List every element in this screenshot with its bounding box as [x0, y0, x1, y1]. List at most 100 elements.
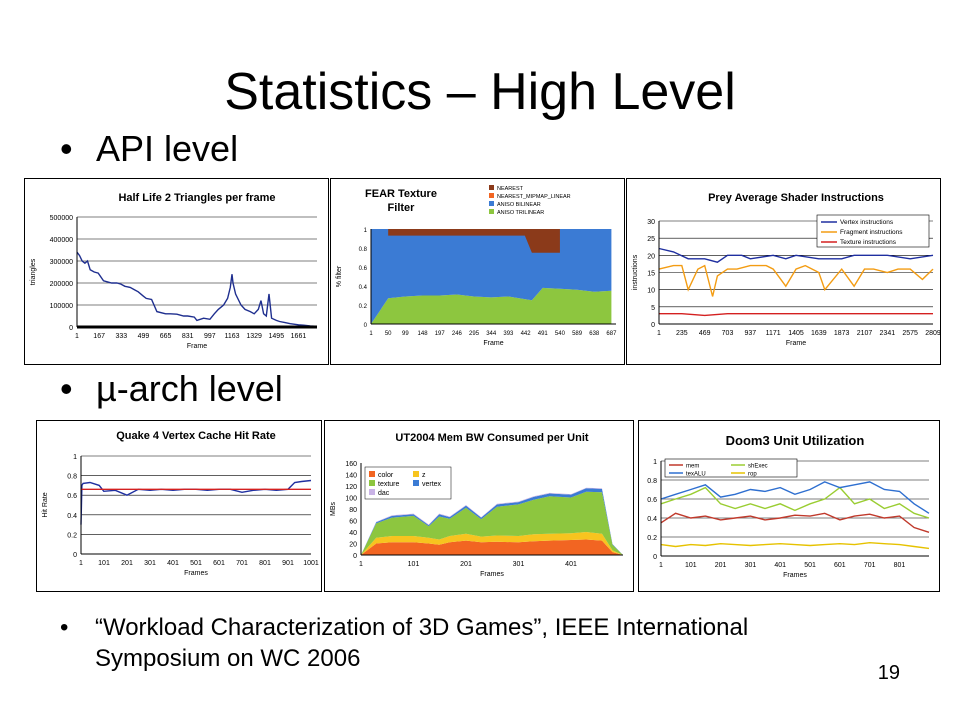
chart-hl2-svg: Half Life 2 Triangles per frame 0 100000 20…	[30, 192, 318, 350]
x-tick-label: 101	[98, 560, 110, 567]
y-tick-label: 0.2	[647, 535, 657, 542]
chart-fear-texture-filter: FEAR Texture Filter 0 0.2 0.4 0.6 0.8 1 1 50 99 148…	[330, 178, 625, 365]
legend-box	[364, 466, 452, 500]
legend-label: z	[422, 472, 426, 479]
legend-swatch	[413, 480, 419, 486]
y-tick-label: 0.2	[67, 532, 77, 539]
y-axis-label: % filter	[336, 265, 343, 287]
y-tick-label: 0	[353, 553, 357, 560]
y-tick-label: 100	[345, 496, 357, 503]
y-tick-label: 0	[651, 322, 655, 329]
x-axis-label: Frame	[483, 340, 503, 347]
x-tick-label: 1873	[834, 330, 850, 337]
y-tick-label: 10	[647, 288, 655, 295]
series-area-0	[361, 539, 623, 555]
y-axis-label: MBs	[330, 502, 337, 517]
series-line-1	[660, 486, 930, 519]
series-area-0	[371, 287, 612, 324]
legend-swatch	[369, 471, 375, 477]
x-tick-label: 687	[606, 331, 617, 337]
x-tick-label: 1	[659, 562, 663, 569]
legend-swatch	[369, 489, 375, 495]
x-tick-label: 997	[204, 333, 216, 340]
y-tick-label: 400000	[50, 237, 73, 244]
x-tick-label: 540	[555, 331, 566, 337]
legend-swatch	[413, 471, 419, 477]
chart-title: Prey Average Shader Instructions	[708, 192, 884, 204]
series-line-0	[658, 247, 934, 263]
x-tick-label: 703	[722, 330, 734, 337]
y-tick-label: 0.8	[67, 474, 77, 481]
chart-title: Doom3 Unit Utilization	[726, 433, 865, 448]
legend-label: shExec	[748, 464, 768, 470]
y-tick-label: 40	[349, 530, 357, 537]
chart-quake4-svg: Quake 4 Vertex Cache Hit Rate 0 0.2 0.4 0.6 0…	[42, 430, 319, 577]
x-tick-label: 201	[460, 561, 472, 568]
y-tick-label: 0	[73, 552, 77, 559]
x-tick-label: 1405	[788, 330, 804, 337]
y-tick-label: 0.8	[647, 478, 657, 485]
y-tick-label: 0.6	[67, 493, 77, 500]
y-tick-label: 0.6	[647, 497, 657, 504]
x-tick-label: 50	[385, 331, 392, 337]
x-tick-label: 301	[745, 562, 757, 569]
y-tick-label: 0.4	[647, 516, 657, 523]
chart-ut2004-mem-bw: UT2004 Mem BW Consumed per Unit 0 20 40 60 80…	[324, 420, 634, 592]
chart-doom3-unit-utilization: Doom3 Unit Utilization 0 0.2 0.4 0.6 0.8 1 1 101…	[638, 420, 940, 592]
legend-label: Texture instructions	[840, 239, 897, 246]
series-line-2	[659, 312, 933, 317]
legend-swatch	[489, 193, 494, 198]
x-tick-label: 295	[469, 331, 480, 337]
x-tick-label: 701	[864, 562, 876, 569]
series-line-1	[658, 264, 934, 297]
series-area-2	[361, 491, 623, 555]
x-tick-label: 2341	[880, 330, 896, 337]
y-tick-label: 20	[349, 542, 357, 549]
series-line-2	[660, 481, 930, 514]
x-tick-label: 301	[513, 561, 525, 568]
y-axis-label: instructions	[632, 254, 639, 290]
y-tick-label: 200000	[50, 281, 73, 288]
y-tick-label: 160	[345, 461, 357, 468]
bullet-api-level: • API level	[60, 128, 238, 170]
legend-label: mem	[686, 464, 699, 470]
x-axis-label: Frames	[783, 572, 807, 579]
chart-fear-svg: FEAR Texture Filter 0 0.2 0.4 0.6 0.8 1 1 50 99 148…	[336, 185, 617, 347]
chart-title: UT2004 Mem BW Consumed per Unit	[395, 432, 588, 444]
x-tick-label: 1171	[766, 330, 781, 337]
x-tick-label: 901	[282, 560, 294, 567]
legend-swatch	[489, 185, 494, 190]
y-tick-label: 0.6	[359, 266, 368, 272]
legend-label: rop	[748, 472, 757, 478]
y-tick-label: 30	[647, 219, 655, 226]
y-tick-label: 20	[647, 253, 655, 260]
y-tick-label: 0.8	[359, 247, 368, 253]
y-tick-label: 60	[349, 519, 357, 526]
x-tick-label: 1	[79, 560, 83, 567]
legend-label: texALU	[686, 472, 706, 478]
x-tick-label: 1001	[303, 560, 319, 567]
bullet-api-level-text: API level	[96, 128, 239, 169]
bullet-dot: •	[60, 368, 73, 409]
x-tick-label: 937	[744, 330, 756, 337]
series-area-nearest	[371, 229, 560, 253]
slide-title: Statistics – High Level	[224, 63, 736, 121]
y-tick-label: 0	[69, 325, 73, 332]
y-tick-label: 500000	[50, 215, 73, 222]
x-tick-label: 344	[486, 331, 497, 337]
y-tick-label: 0.4	[67, 513, 77, 520]
chart-doom3-svg: Doom3 Unit Utilization 0 0.2 0.4 0.6 0.8 1 1 101…	[647, 433, 930, 579]
y-axis-label: triangles	[30, 258, 37, 285]
legend-label: Vertex instructions	[840, 219, 894, 226]
x-tick-label: 201	[121, 560, 133, 567]
y-tick-label: 120	[345, 484, 357, 491]
y-tick-label: 80	[349, 507, 357, 514]
chart-quake4-cache-hit-rate: Quake 4 Vertex Cache Hit Rate 0 0.2 0.4 0.6 0…	[36, 420, 322, 592]
x-axis-label: Frames	[480, 571, 504, 578]
x-tick-label: 1639	[811, 330, 827, 337]
x-tick-label: 501	[804, 562, 816, 569]
y-tick-label: 0.4	[359, 285, 368, 291]
legend-label: ANISO TRILINEAR	[497, 210, 544, 216]
x-tick-label: 801	[894, 562, 906, 569]
x-tick-label: 197	[435, 331, 446, 337]
